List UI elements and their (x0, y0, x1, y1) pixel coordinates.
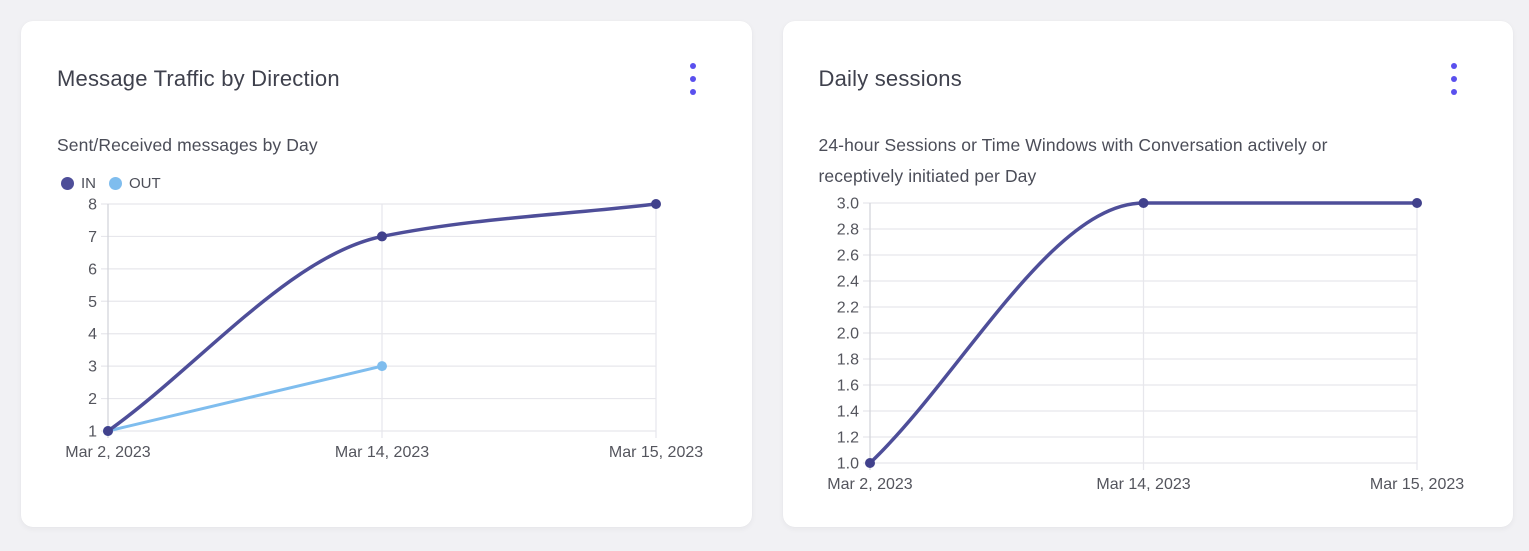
kebab-dot (689, 89, 696, 95)
legend-item-in: IN (61, 175, 96, 192)
card-subtitle: Sent/Received messages by Day (57, 130, 716, 161)
kebab-dot (689, 76, 696, 82)
svg-text:8: 8 (88, 197, 97, 214)
chart-legend: IN OUT (61, 173, 716, 193)
subtitle-line: receptively initiated per Day (818, 166, 1037, 186)
svg-text:Mar 14, 2023: Mar 14, 2023 (1096, 476, 1190, 493)
card-daily-sessions: Daily sessions 24-hour Sessions or Time … (782, 21, 1513, 527)
svg-text:1.8: 1.8 (836, 352, 858, 369)
svg-text:1.4: 1.4 (836, 404, 858, 421)
line-chart-message-traffic: 1 2 3 4 5 6 7 8 Mar 2, 2023 Mar 14, 2023 Mar 15, 2… (65, 197, 703, 462)
kebab-dot (689, 63, 696, 69)
kebab-dot (1451, 63, 1457, 69)
line-chart-daily-sessions: 1.0 1.2 1.4 1.6 1.8 2.0 2.2 2.4 2.6 2.8 3.0 Mar 2, … (827, 196, 1464, 494)
card-title: Message Traffic by Direction (57, 66, 340, 91)
svg-text:2.8: 2.8 (836, 222, 858, 239)
legend-dot-in (61, 176, 74, 190)
svg-text:4: 4 (88, 326, 97, 343)
card-message-traffic: Message Traffic by Direction Sent/Receiv… (21, 21, 752, 527)
svg-text:1: 1 (88, 424, 97, 441)
subtitle-line: Sent/Received messages by Day (57, 135, 318, 155)
svg-text:7: 7 (88, 229, 97, 246)
kebab-dot (1451, 89, 1457, 95)
svg-text:Mar 2, 2023: Mar 2, 2023 (827, 476, 912, 493)
kebab-menu-icon[interactable] (1443, 59, 1465, 99)
svg-text:2.6: 2.6 (836, 248, 858, 265)
card-title: Daily sessions (818, 66, 962, 91)
svg-text:3.0: 3.0 (836, 196, 858, 213)
svg-text:Mar 15, 2023: Mar 15, 2023 (1369, 476, 1463, 493)
svg-text:2.0: 2.0 (836, 326, 858, 343)
svg-text:2.4: 2.4 (836, 274, 858, 291)
svg-text:Mar 2, 2023: Mar 2, 2023 (65, 444, 150, 461)
svg-text:Mar 15, 2023: Mar 15, 2023 (609, 444, 703, 461)
legend-dot-out (109, 176, 122, 190)
svg-text:1.0: 1.0 (836, 456, 858, 473)
subtitle-line: 24-hour Sessions or Time Windows with Co… (818, 135, 1328, 155)
card-header: Message Traffic by Direction (57, 59, 716, 99)
svg-text:2.2: 2.2 (836, 300, 858, 317)
card-subtitle: 24-hour Sessions or Time Windows with Co… (819, 130, 1478, 192)
svg-text:6: 6 (88, 261, 97, 278)
legend-item-out: OUT (109, 175, 161, 192)
legend-label-in: IN (81, 174, 96, 192)
card-header: Daily sessions (819, 59, 1478, 99)
svg-text:1.2: 1.2 (836, 430, 858, 447)
svg-text:5: 5 (88, 294, 97, 311)
kebab-menu-icon[interactable] (682, 59, 704, 99)
svg-text:3: 3 (88, 359, 97, 376)
svg-text:1.6: 1.6 (836, 378, 858, 395)
svg-text:Mar 14, 2023: Mar 14, 2023 (335, 444, 429, 461)
kebab-dot (1451, 76, 1457, 82)
legend-label-out: OUT (129, 174, 161, 192)
svg-text:2: 2 (88, 391, 97, 408)
